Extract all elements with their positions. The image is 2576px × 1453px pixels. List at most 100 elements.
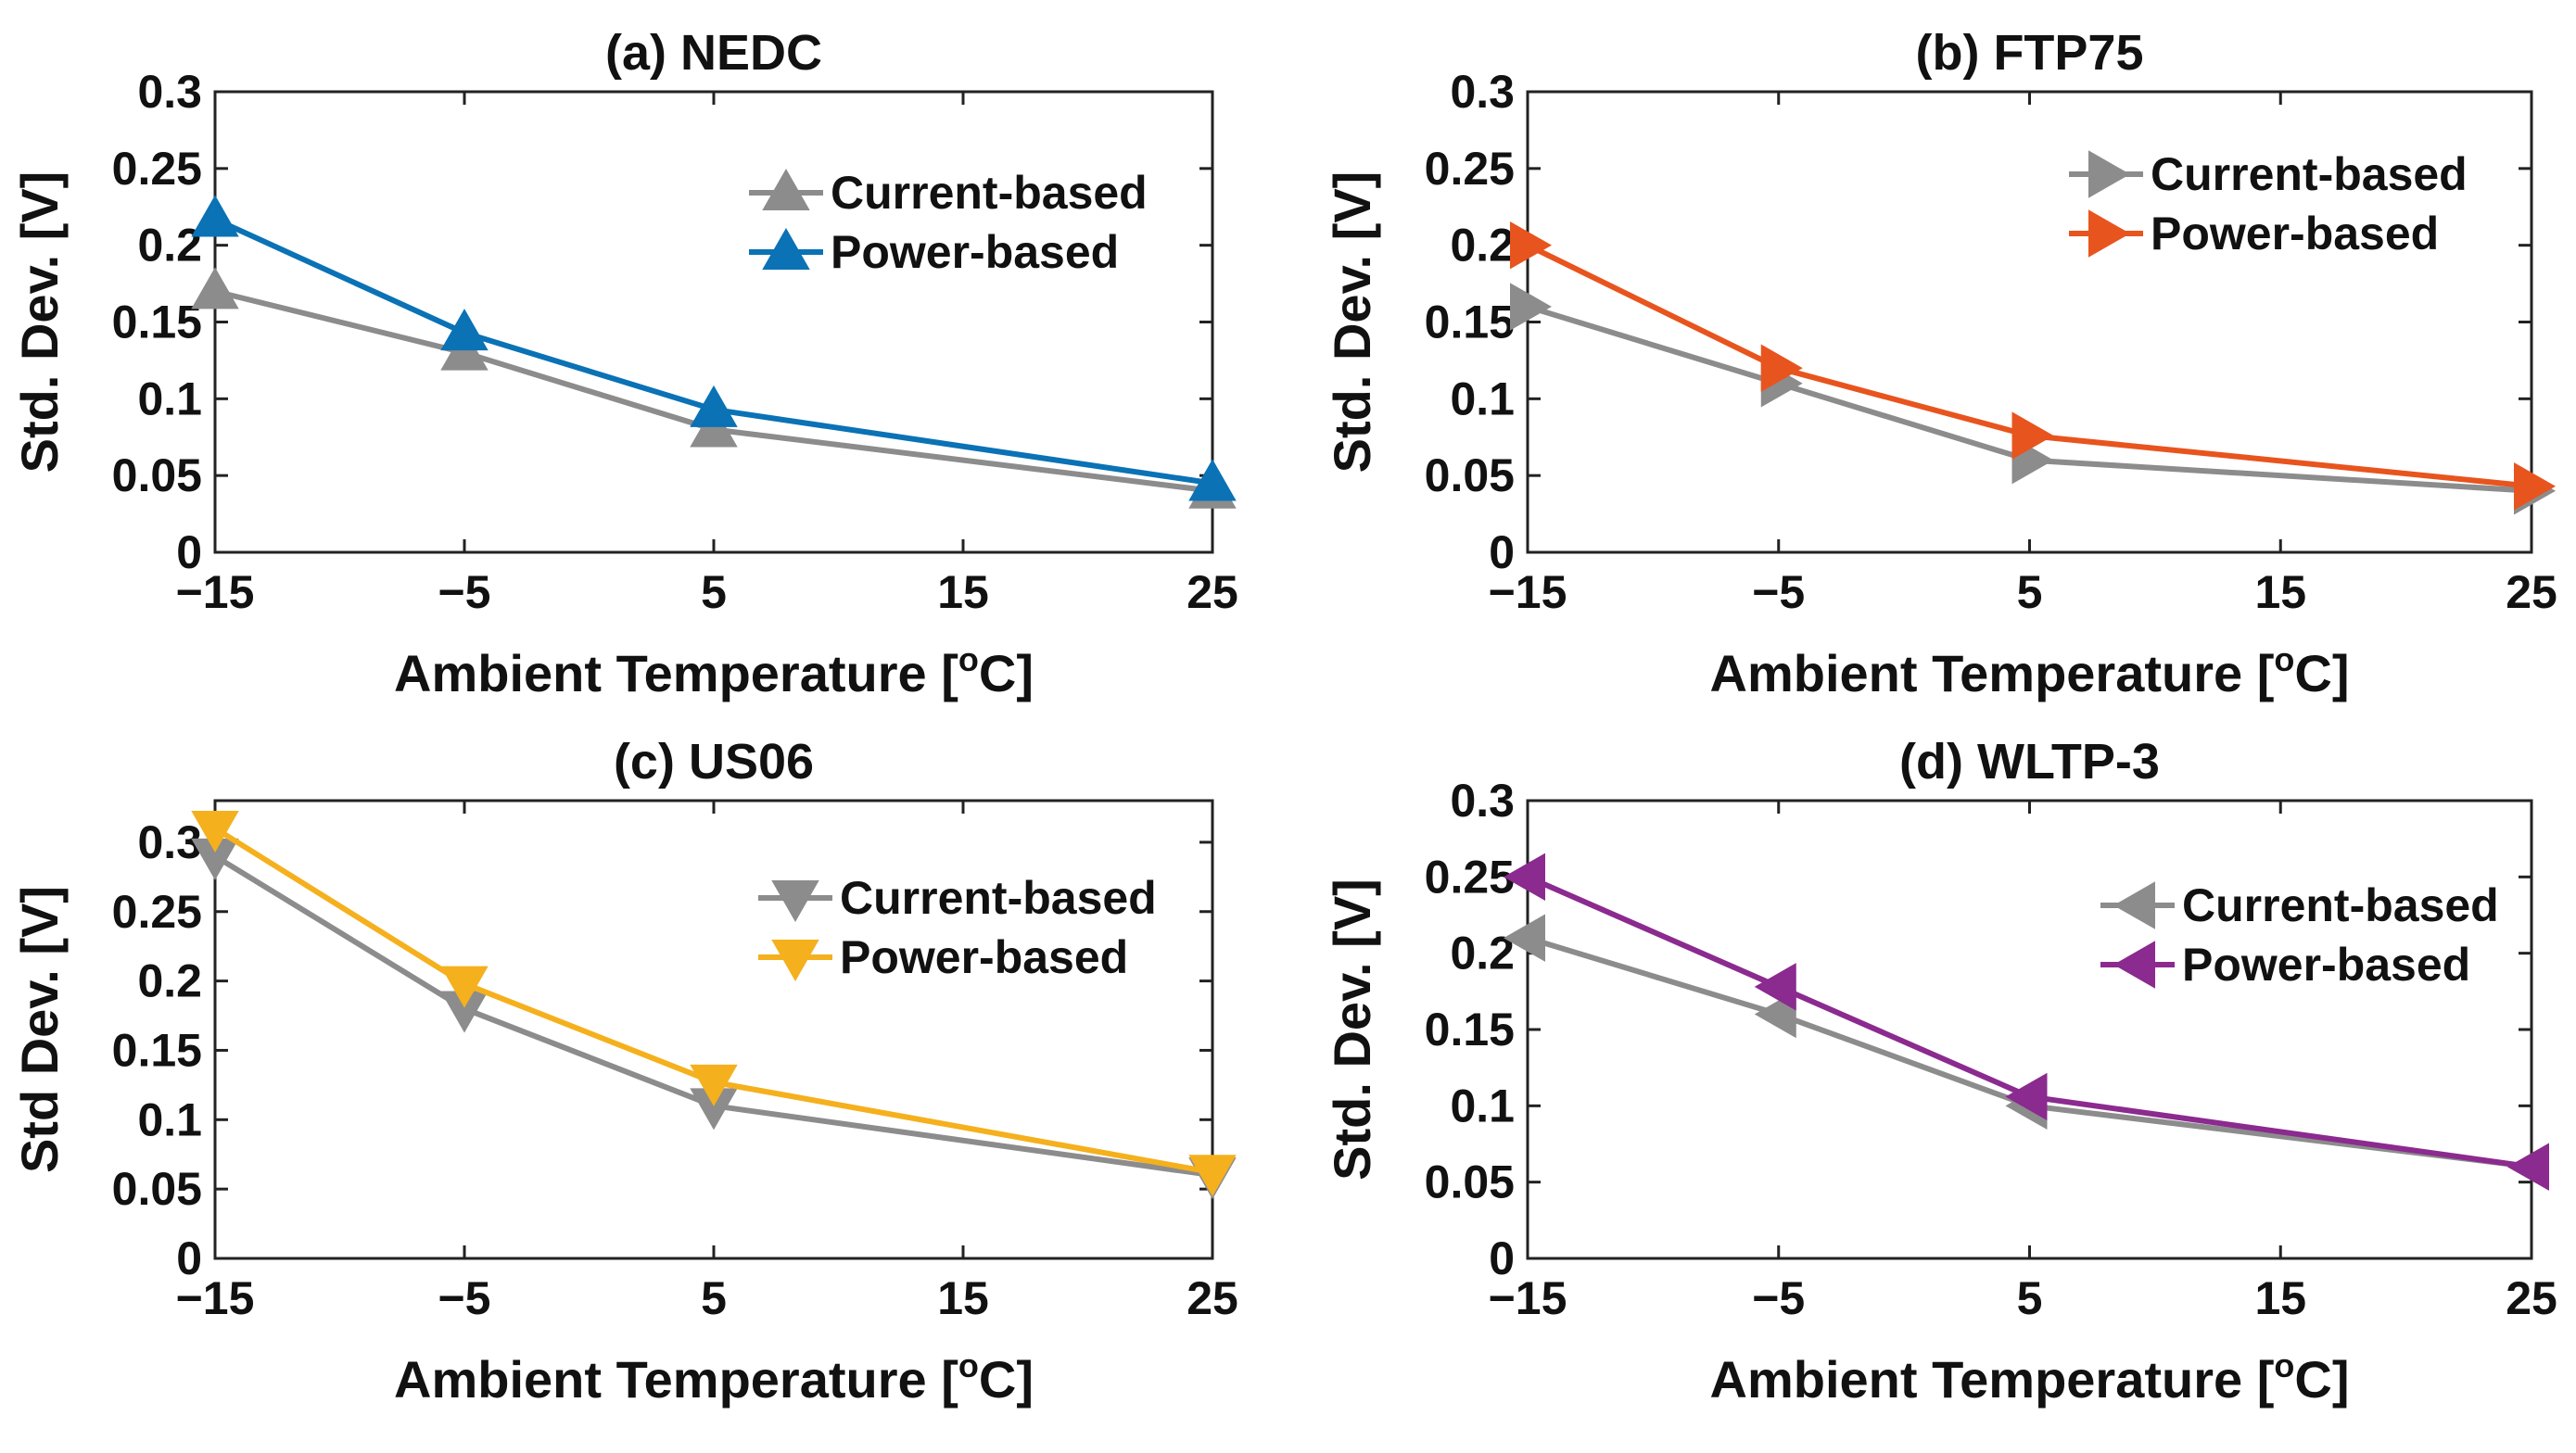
y-tick-label: 0.3 [137, 816, 202, 868]
x-tick-label: −15 [1489, 566, 1567, 618]
data-point-power-based [191, 810, 239, 853]
chart-panel-2: 0 0.05 0.1 0.15 0.2 0.25 0.3 −15 −5 5 15 25 (b) FTP7… [1323, 25, 2557, 702]
legend-label: Current-based [831, 167, 1148, 219]
data-point-power-based [1188, 1155, 1237, 1197]
legend-label: Power-based [2182, 939, 2470, 991]
y-tick-label: 0.05 [1425, 449, 1515, 501]
x-tick-label: −15 [176, 1272, 255, 1324]
series-line-power-based [1526, 242, 2532, 489]
data-point-power-based [2011, 411, 2054, 460]
chart-title: (b) FTP75 [1915, 25, 2143, 81]
series-line-current-based [1527, 935, 2532, 1170]
y-tick-label: 0.2 [1450, 928, 1515, 979]
data-point-current-based [1510, 283, 1553, 331]
y-axis-title: Std Dev. [V] [10, 886, 69, 1173]
data-point-power-based [1188, 459, 1237, 501]
data-point-current-based [1503, 914, 1545, 962]
x-tick-label: 15 [937, 1272, 989, 1324]
y-tick-label: 0.05 [112, 1163, 202, 1215]
x-tick-label: −5 [438, 1272, 490, 1324]
y-tick-label: 0.25 [112, 886, 202, 938]
legend-label: Power-based [2151, 208, 2439, 259]
x-tick-label: 25 [2506, 1272, 2557, 1324]
legend-label: Power-based [840, 931, 1128, 983]
legend-marker [2088, 209, 2131, 258]
chart-panel-4: 0 0.05 0.1 0.15 0.2 0.25 0.3 −15 −5 5 15 25 (d) WLTP… [1323, 734, 2557, 1409]
data-point-power-based [440, 966, 489, 1008]
y-axis-title: Std. Dev. [V] [1323, 878, 1381, 1181]
legend-label: Current-based [2151, 148, 2468, 200]
y-tick-label: 0.3 [1450, 775, 1515, 827]
data-point-power-based [1754, 963, 1796, 1011]
y-tick-label: 0.2 [1450, 220, 1515, 272]
plot-area-frame [213, 799, 1214, 1260]
x-tick-label: 25 [2506, 566, 2557, 618]
legend-label: Current-based [2182, 879, 2499, 931]
x-axis-title: Ambient Temperature [oC] [394, 1346, 1034, 1409]
x-tick-label: 5 [2017, 1272, 2043, 1324]
legend-marker [2088, 150, 2131, 198]
data-point-power-based [440, 309, 489, 351]
data-point-current-based [191, 267, 239, 310]
y-tick-label: 0 [176, 526, 202, 578]
series-line-power-based [1526, 874, 2532, 1170]
x-tick-label: −15 [176, 566, 255, 618]
y-tick-label: 0.15 [1425, 297, 1515, 348]
y-tick-label: 0.1 [1450, 1080, 1515, 1131]
chart-panel-3: 0 0.05 0.1 0.15 0.2 0.25 0.3 −15 −5 5 15 25 (c) US06… [10, 734, 1238, 1409]
x-tick-label: 25 [1186, 1272, 1238, 1324]
data-point-power-based [2005, 1072, 2048, 1121]
y-axis-title: Std. Dev. [V] [1323, 171, 1381, 474]
legend-marker [771, 880, 819, 923]
y-tick-label: 0.15 [1425, 1004, 1515, 1055]
x-tick-label: −15 [1489, 1272, 1567, 1324]
data-point-power-based [191, 195, 239, 237]
y-tick-label: 0.15 [112, 297, 202, 348]
x-axis-title: Ambient Temperature [oC] [394, 640, 1034, 702]
data-point-power-based [2506, 1143, 2549, 1191]
x-tick-label: 5 [701, 1272, 727, 1324]
data-point-power-based [1503, 853, 1545, 902]
plot-area-frame [213, 90, 1214, 554]
legend-marker [762, 227, 810, 270]
y-tick-label: 0.25 [1425, 851, 1515, 903]
chart-title: (a) NEDC [605, 25, 822, 81]
y-tick-label: 0.25 [112, 143, 202, 195]
data-point-power-based [1760, 344, 1803, 392]
data-point-power-based [2514, 462, 2557, 511]
legend-label: Current-based [840, 872, 1157, 924]
y-tick-label: 0.3 [1450, 66, 1515, 118]
chart-panel-1: 0 0.05 0.1 0.15 0.2 0.25 0.3 −15 −5 5 15 25 (a) NEDC… [10, 25, 1238, 702]
data-point-power-based [690, 385, 738, 427]
series-line-power-based [213, 826, 1213, 1176]
y-tick-label: 0.1 [137, 373, 202, 424]
legend-marker [762, 168, 810, 210]
legend-marker [771, 940, 819, 982]
y-axis-title: Std. Dev. [V] [10, 171, 69, 474]
y-tick-label: 0.25 [1425, 143, 1515, 195]
y-tick-label: 0.05 [1425, 1156, 1515, 1208]
x-tick-label: 5 [701, 566, 727, 618]
y-tick-label: 0 [176, 1232, 202, 1284]
legend-marker [2113, 881, 2155, 929]
y-tick-label: 0.15 [112, 1024, 202, 1076]
x-axis-title: Ambient Temperature [oC] [1710, 1346, 2350, 1409]
y-tick-label: 0.3 [137, 66, 202, 118]
x-tick-label: −5 [1752, 1272, 1805, 1324]
y-tick-label: 0.1 [137, 1093, 202, 1145]
chart-title: (d) WLTP-3 [1899, 734, 2160, 790]
x-tick-label: −5 [438, 566, 490, 618]
data-point-power-based [1510, 221, 1553, 270]
series-line-current-based [1527, 304, 2532, 494]
series-line-current-based [214, 288, 1213, 494]
series-line-power-based [213, 216, 1213, 486]
y-tick-label: 0.2 [137, 220, 202, 272]
y-tick-label: 0.05 [112, 449, 202, 501]
x-tick-label: −5 [1752, 566, 1805, 618]
x-tick-label: 15 [2254, 566, 2306, 618]
x-axis-title: Ambient Temperature [oC] [1710, 640, 2350, 702]
x-tick-label: 5 [2017, 566, 2043, 618]
y-tick-label: 0 [1489, 526, 1515, 578]
chart-title: (c) US06 [614, 734, 814, 790]
